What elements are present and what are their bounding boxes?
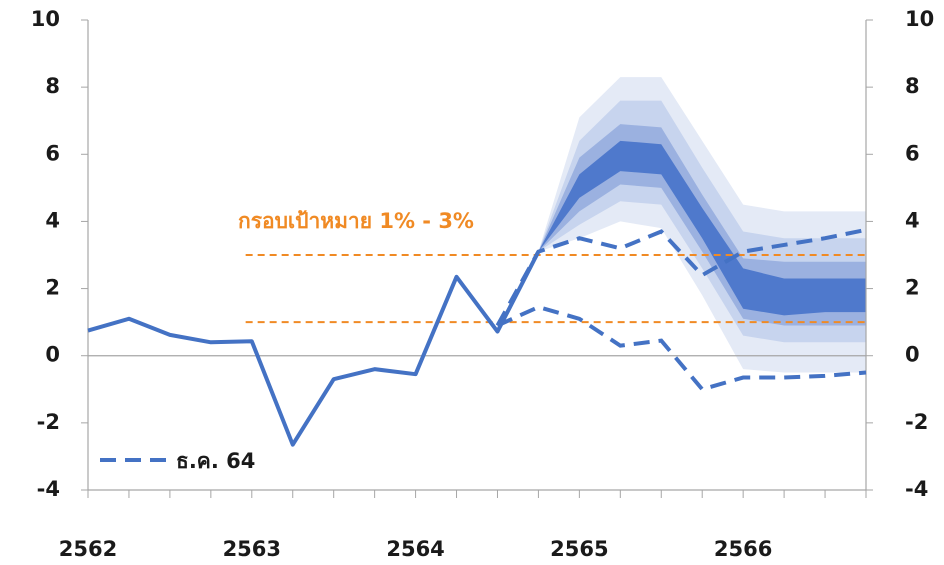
y-tick-label: 10 xyxy=(31,7,60,31)
y2-tick-label: 4 xyxy=(905,208,920,232)
actual-line xyxy=(87,250,541,447)
target-label: กรอบเป้าหมาย 1% - 3% xyxy=(238,209,474,233)
y-tick-label: -4 xyxy=(37,477,60,501)
y-tick-label: 8 xyxy=(45,74,60,98)
y-tick-label: -2 xyxy=(37,410,60,434)
y2-tick-label: -2 xyxy=(905,410,928,434)
forecast-line xyxy=(496,304,867,392)
y2-tick-label: 8 xyxy=(905,74,920,98)
y2-tick-label: 2 xyxy=(905,276,920,300)
x-tick-label: 2565 xyxy=(550,537,608,561)
y-tick-label: 2 xyxy=(45,276,60,300)
y-tick-label: 6 xyxy=(45,141,60,165)
x-tick-label: 2562 xyxy=(59,537,117,561)
y-tick-label: 4 xyxy=(45,208,60,232)
forecast-line xyxy=(495,227,867,327)
x-tick-label: 2566 xyxy=(714,537,772,561)
x-tick-label: 2563 xyxy=(223,537,281,561)
legend-label: ธ.ค. 64 xyxy=(176,449,255,473)
x-tick-label: 2564 xyxy=(386,537,444,561)
y2-tick-label: 10 xyxy=(905,7,934,31)
fan-band xyxy=(538,140,866,316)
y2-tick-label: -4 xyxy=(905,477,928,501)
y-tick-label: 0 xyxy=(45,343,60,367)
y2-tick-label: 6 xyxy=(905,141,920,165)
y2-tick-label: 0 xyxy=(905,343,920,367)
